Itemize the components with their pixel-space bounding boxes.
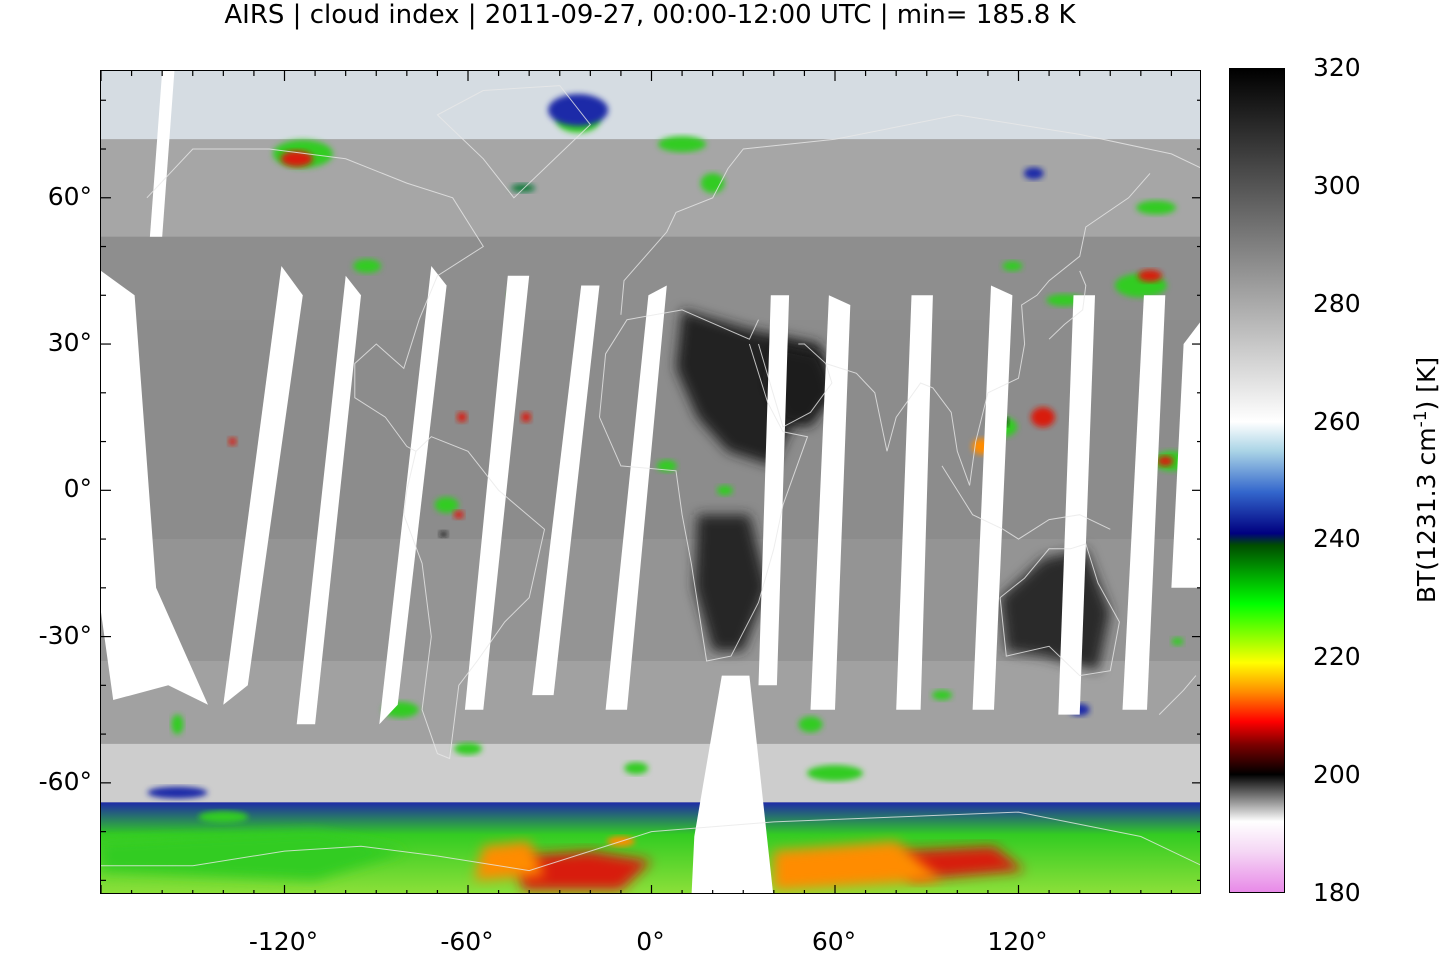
latitude-band [101, 139, 1200, 237]
cloud-cell [198, 810, 249, 823]
coastline [758, 343, 833, 428]
coastline [825, 173, 1151, 486]
cloud-cell [932, 690, 953, 701]
cloud-cell [1023, 167, 1044, 180]
x-tick-label: -60° [440, 927, 494, 956]
swath-gap [605, 285, 667, 710]
latitude-band [101, 743, 1200, 803]
swath-gap [896, 295, 933, 710]
antarctic-warm-red-1 [513, 851, 652, 891]
swath-gap [101, 270, 208, 705]
coastline [999, 543, 1120, 677]
colorbar-label-tail: ) [K] [1412, 356, 1442, 411]
coastline [101, 845, 438, 867]
swath-gap [810, 295, 851, 710]
chart-title: AIRS | cloud index | 2011-09-27, 00:00-1… [224, 0, 1076, 30]
colorbar-tick-label: 180 [1313, 878, 1361, 907]
axis-ticks [101, 71, 1200, 893]
cloud-cell [511, 184, 536, 193]
colorbar-label-exponent: -1 [1410, 410, 1431, 428]
colorbar-tick-label: 240 [1313, 524, 1361, 554]
coastlines [101, 85, 1200, 872]
swath-gap [758, 295, 790, 686]
swath-gaps [101, 71, 1200, 893]
swath-gap [296, 275, 361, 725]
cloud-cell [434, 496, 459, 513]
cloud-cell [1171, 637, 1184, 646]
colorbar-label: BT(1231.3 cm-1) [K] [1411, 357, 1441, 603]
coastline [1048, 270, 1087, 340]
cloud-cell [521, 412, 532, 423]
coastline [620, 114, 1200, 315]
coastline [437, 811, 1200, 872]
colorbar-label-text: BT(1231.3 cm [1412, 427, 1442, 604]
antarctic-warm-orange-2 [773, 841, 942, 891]
cloud-cell [1030, 407, 1055, 428]
swath-gap [1171, 322, 1200, 588]
cloud-cell [456, 412, 467, 423]
cloud-cell [353, 259, 382, 274]
temperature-regions [101, 309, 1111, 891]
latitude-band [101, 71, 1200, 140]
y-tick-label: 60° [47, 181, 92, 211]
coastline [599, 343, 809, 662]
colorbar-tick-label: 300 [1313, 170, 1361, 200]
southern-africa-hot-region [694, 514, 768, 652]
cloud-cell [807, 765, 863, 782]
colorbar-tick-label: 200 [1313, 760, 1361, 790]
x-tick-label: 60° [811, 927, 857, 956]
cloud-cell [1136, 200, 1177, 215]
colorbar-tick-label: 280 [1313, 288, 1361, 318]
latitude-band [101, 660, 1200, 744]
swath-gap [972, 285, 1013, 710]
brightness-temperature-map [101, 71, 1200, 893]
swath-gap [223, 266, 303, 705]
colorbar [1229, 68, 1285, 893]
coastline [436, 85, 591, 199]
x-tick-label: 120° [987, 927, 1048, 956]
map-plot-area [100, 70, 1201, 894]
x-tick-label: -120° [248, 927, 319, 956]
cloud-cell [798, 716, 823, 733]
x-tick-label: 0° [636, 927, 665, 956]
swath-gap [691, 675, 774, 893]
cloud-cell [1157, 456, 1174, 467]
swath-gap-arctic [149, 71, 175, 237]
cloud-cell [454, 742, 482, 755]
swath-gap [1058, 295, 1095, 715]
cloud-cell [439, 531, 448, 538]
cloud-cell [548, 94, 609, 127]
cloud-cell [716, 485, 733, 496]
cloud-cell [280, 150, 313, 167]
cloud-cell [1138, 269, 1163, 282]
coastline [1158, 675, 1197, 715]
swath-gap [532, 285, 600, 696]
colorbar-tick-label: 220 [1313, 642, 1361, 672]
cloud-cell [700, 173, 725, 194]
y-tick-label: -60° [38, 766, 92, 796]
swath-gap [379, 266, 447, 725]
cloud-cell [453, 510, 464, 519]
cloud-cell [1002, 261, 1023, 272]
cloud-cell [624, 762, 649, 775]
cloud-cell [147, 786, 208, 799]
coastline [941, 465, 1111, 540]
cloud-cell [658, 136, 707, 153]
colorbar-tick-label: 320 [1313, 53, 1361, 82]
cloud-cell [656, 459, 677, 472]
cloud-cell [171, 714, 184, 735]
y-tick-label: 30° [47, 328, 92, 358]
swath-gap [1122, 295, 1166, 710]
cloud-cell [228, 437, 237, 446]
colorbar-tick-label: 260 [1313, 406, 1361, 436]
y-tick-label: -30° [38, 620, 92, 650]
coastline [403, 436, 546, 760]
swath-gap [464, 275, 530, 710]
y-tick-label: 0° [63, 474, 92, 504]
coastline [599, 309, 759, 418]
coastline [146, 148, 484, 452]
